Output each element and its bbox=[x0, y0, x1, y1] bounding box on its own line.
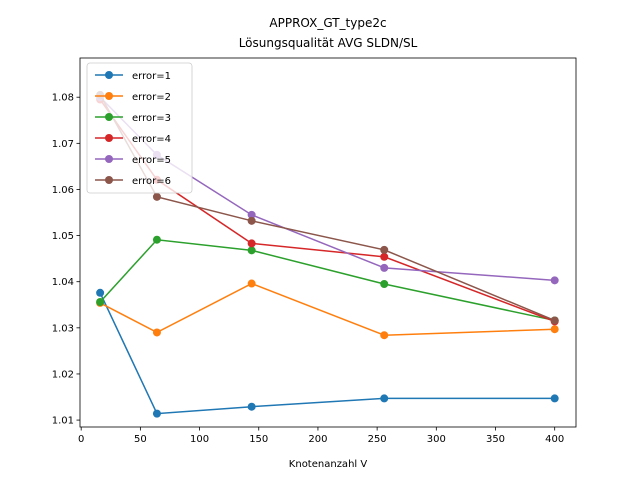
legend-box bbox=[86, 62, 193, 194]
data-point-error=1 bbox=[152, 409, 161, 418]
data-point-error=5 bbox=[380, 263, 389, 272]
data-point-error=4 bbox=[247, 239, 256, 248]
legend-marker-error=4 bbox=[105, 134, 113, 142]
x-tick-label: 50 bbox=[134, 434, 147, 445]
legend-marker-error=1 bbox=[105, 71, 113, 79]
legend-label-error=3: error=3 bbox=[132, 113, 171, 124]
data-point-error=1 bbox=[96, 288, 105, 297]
legend-marker-error=3 bbox=[105, 113, 113, 121]
x-tick-label: 250 bbox=[368, 434, 387, 445]
x-axis-label: Knotenanzahl V bbox=[289, 459, 368, 470]
y-tick-label: 1.06 bbox=[52, 185, 74, 196]
y-tick-label: 1.04 bbox=[52, 277, 74, 288]
data-point-error=2 bbox=[380, 331, 389, 340]
data-point-error=6 bbox=[380, 245, 389, 254]
chart-title-line-1: APPROX_GT_type2c bbox=[269, 16, 386, 30]
data-point-error=6 bbox=[152, 192, 161, 201]
data-point-error=4 bbox=[380, 252, 389, 261]
legend-label-error=5: error=5 bbox=[132, 155, 171, 166]
x-tick-label: 300 bbox=[427, 434, 446, 445]
x-tick-label: 200 bbox=[308, 434, 327, 445]
y-tick-label: 1.05 bbox=[52, 231, 74, 242]
y-tick-label: 1.03 bbox=[52, 323, 74, 334]
x-tick-label: 100 bbox=[190, 434, 209, 445]
data-point-error=3 bbox=[152, 235, 161, 244]
legend-label-error=4: error=4 bbox=[132, 134, 171, 145]
data-point-error=1 bbox=[550, 394, 559, 403]
data-point-error=3 bbox=[380, 280, 389, 289]
legend-marker-error=6 bbox=[105, 176, 113, 184]
y-tick-label: 1.08 bbox=[52, 93, 74, 104]
legend-label-error=6: error=6 bbox=[132, 176, 171, 187]
data-point-error=2 bbox=[550, 325, 559, 334]
data-point-error=1 bbox=[247, 402, 256, 411]
legend-marker-error=5 bbox=[105, 155, 113, 163]
data-point-error=6 bbox=[550, 316, 559, 325]
data-point-error=2 bbox=[247, 279, 256, 288]
legend-label-error=2: error=2 bbox=[132, 92, 171, 103]
data-point-error=3 bbox=[96, 298, 105, 307]
legend-label-error=1: error=1 bbox=[132, 71, 171, 82]
data-point-error=5 bbox=[550, 276, 559, 285]
data-point-error=5 bbox=[247, 210, 256, 219]
x-tick-label: 150 bbox=[249, 434, 268, 445]
y-tick-label: 1.02 bbox=[52, 369, 74, 380]
axes-frame bbox=[79, 57, 577, 428]
x-tick-label: 0 bbox=[78, 434, 84, 445]
legend-marker-error=2 bbox=[105, 92, 113, 100]
x-tick-label: 350 bbox=[486, 434, 505, 445]
y-tick-label: 1.07 bbox=[52, 139, 74, 150]
plot-area: 0 50 100 150 200 250 300 350 400 1.01 1.02 1.03 1.04… bbox=[52, 57, 577, 445]
data-point-error=3 bbox=[247, 246, 256, 255]
chart-title-line-2: Lösungsqualität AVG SLDN/SL bbox=[239, 36, 418, 50]
data-point-error=6 bbox=[247, 216, 256, 225]
y-tick-label: 1.01 bbox=[52, 416, 74, 427]
x-tick-label: 400 bbox=[545, 434, 564, 445]
data-point-error=1 bbox=[380, 394, 389, 403]
data-point-error=2 bbox=[152, 328, 161, 337]
